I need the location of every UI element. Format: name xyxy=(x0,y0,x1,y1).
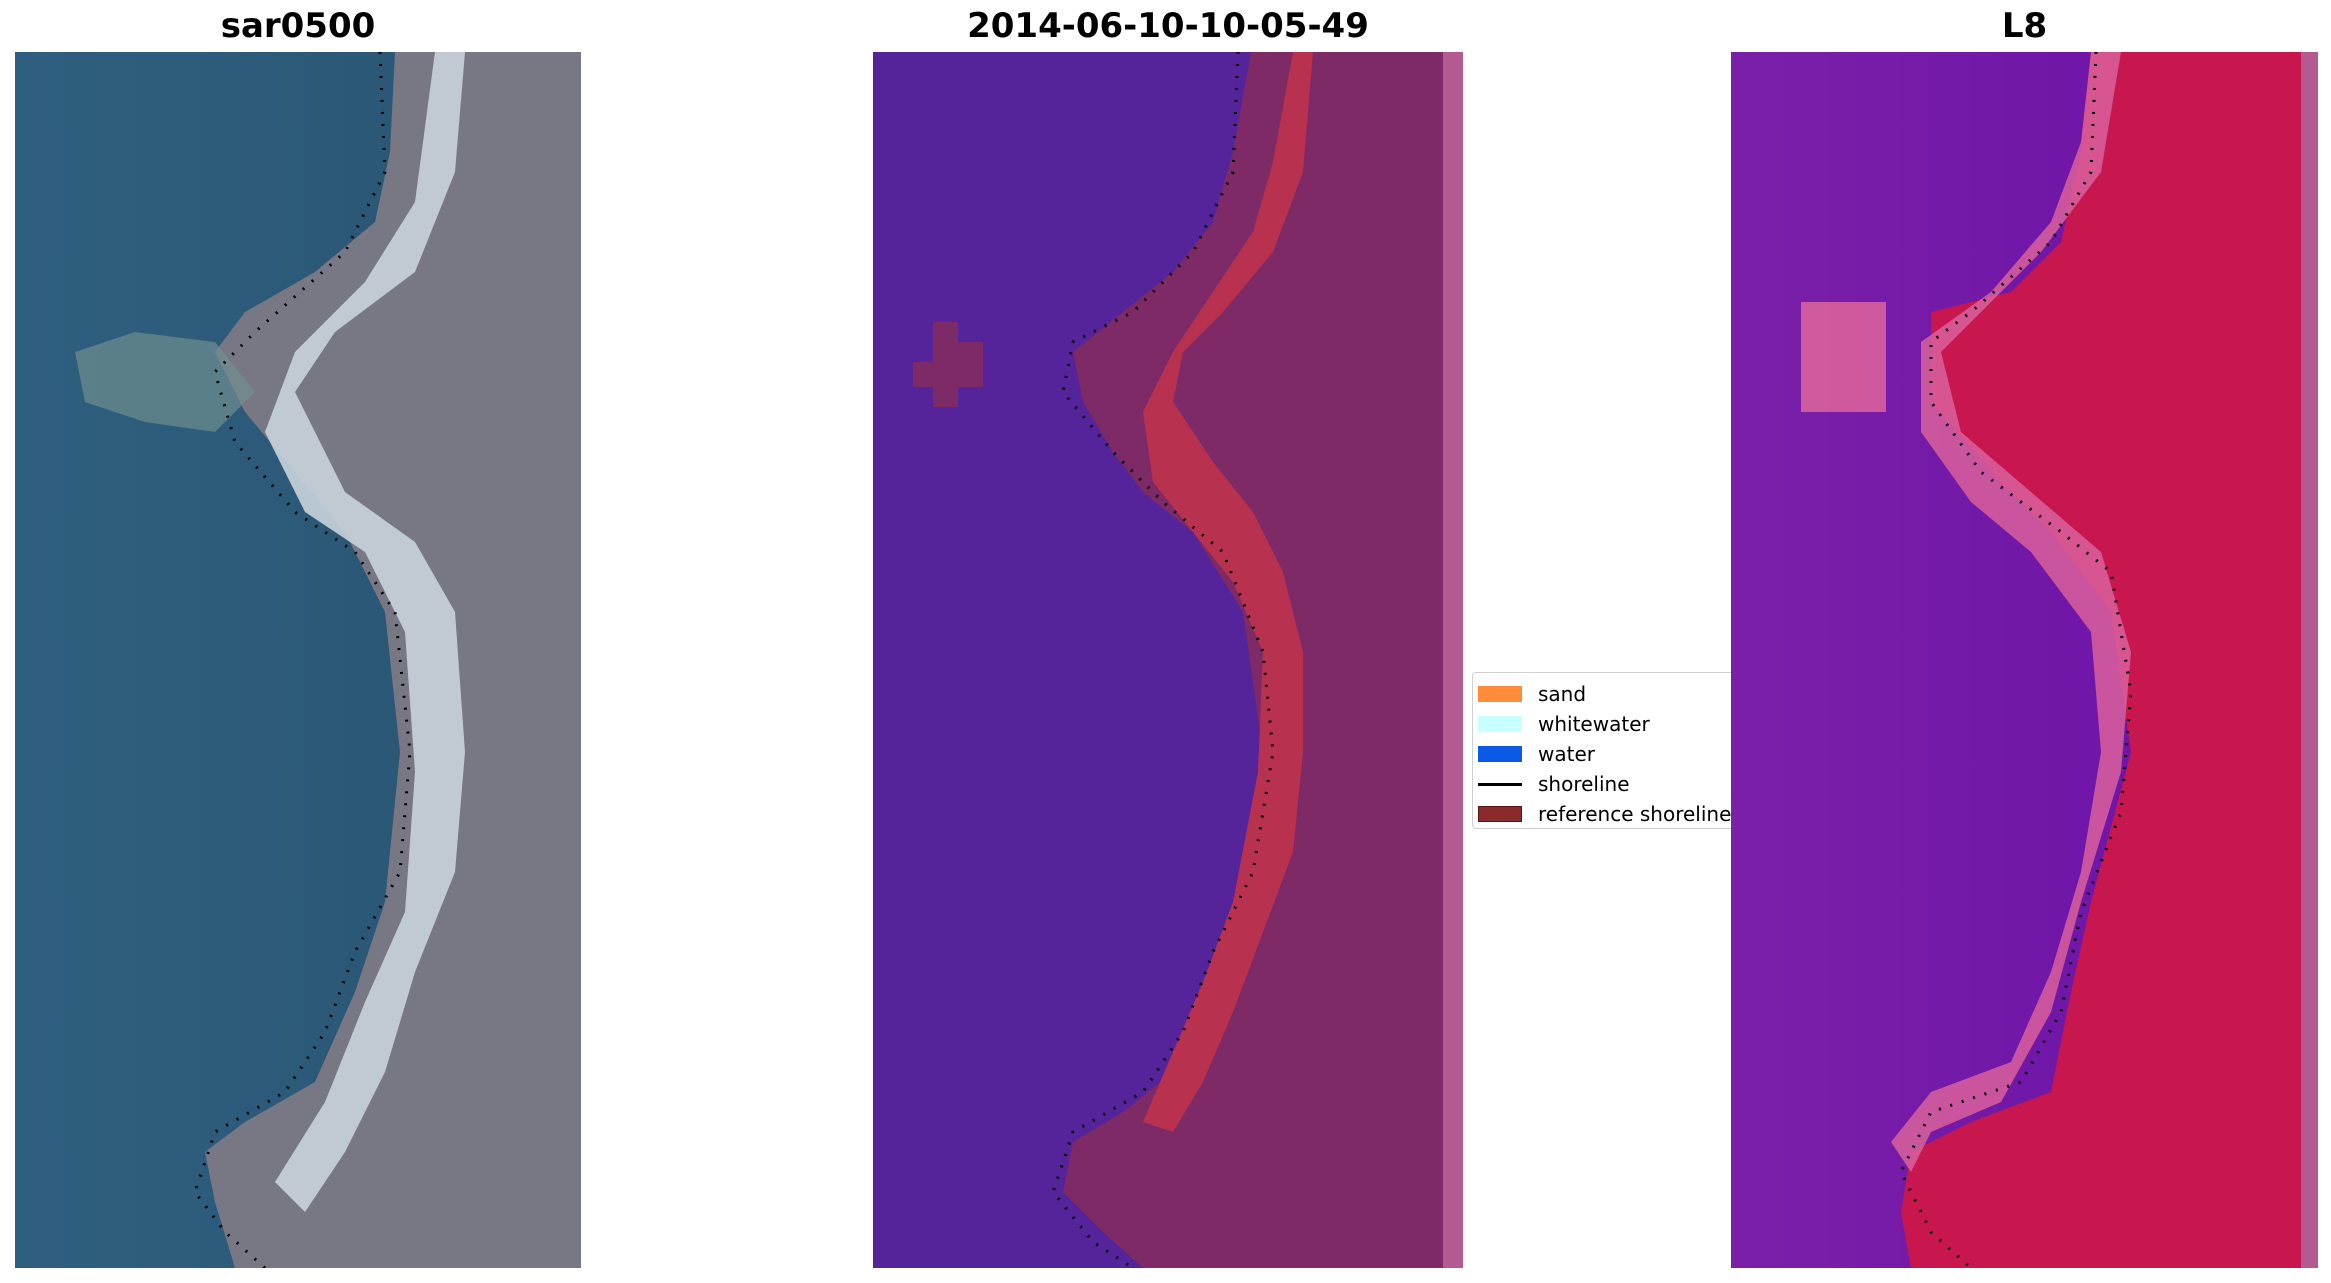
spit xyxy=(75,332,255,432)
classified-image xyxy=(873,52,1463,1268)
index-land xyxy=(1901,52,2301,1268)
index-image-panel xyxy=(1731,52,2318,1268)
panel-title-classified: 2014-06-10-10-05-49 xyxy=(967,6,1369,46)
beach-strip xyxy=(265,52,465,1212)
sand-swatch xyxy=(1478,686,1522,702)
edge-strip xyxy=(1443,52,1463,1268)
edge-strip-l8 xyxy=(2301,52,2318,1268)
legend-label: whitewater xyxy=(1538,712,1650,736)
index-image xyxy=(1731,52,2318,1268)
class-land xyxy=(1063,52,1443,1268)
shoreline-l8 xyxy=(1899,52,2133,1268)
legend-label: reference shoreline xyxy=(1538,802,1732,826)
rgb-image xyxy=(15,52,581,1268)
shoreline-rgb xyxy=(193,52,412,1268)
panel-title-index: L8 xyxy=(2001,6,2048,46)
panel-title-rgb: sar0500 xyxy=(220,6,376,46)
water-swatch xyxy=(1478,746,1522,762)
class-sand xyxy=(1143,52,1313,1132)
legend-item-reference-shoreline: reference shoreline xyxy=(1473,799,1733,829)
island-l8 xyxy=(1801,302,1886,412)
legend-item-shoreline: shoreline xyxy=(1473,769,1733,799)
legend-label: water xyxy=(1538,742,1595,766)
whitewater-swatch xyxy=(1478,716,1522,732)
reference-shoreline-swatch xyxy=(1478,806,1522,822)
legend-item-whitewater: whitewater xyxy=(1473,709,1733,739)
transition-band xyxy=(1891,52,2131,1172)
island xyxy=(913,322,983,407)
legend-item-water: water xyxy=(1473,739,1733,769)
legend-label: sand xyxy=(1538,682,1587,706)
legend: sand whitewater water shoreline referenc… xyxy=(1472,672,1734,829)
legend-label: shoreline xyxy=(1538,772,1630,796)
classified-image-panel xyxy=(873,52,1463,1268)
shoreline-classified xyxy=(1051,52,1275,1268)
legend-item-sand: sand xyxy=(1473,679,1733,709)
rgb-image-panel xyxy=(15,52,581,1268)
shoreline-line xyxy=(1478,782,1522,786)
